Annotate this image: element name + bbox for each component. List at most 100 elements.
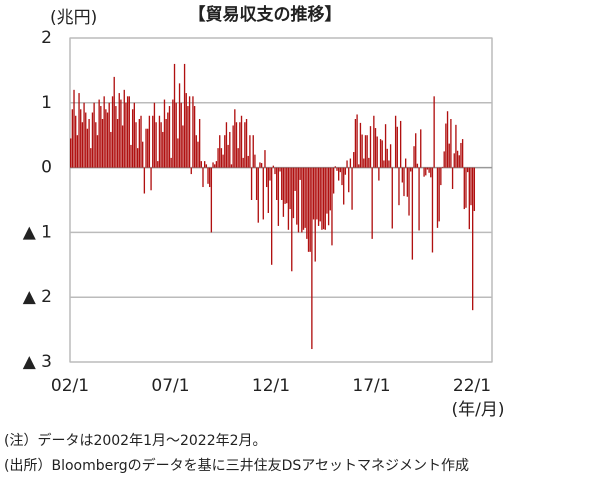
bar [466,167,469,173]
bar [88,119,90,168]
bar [309,167,311,252]
bar [274,167,276,175]
bar [235,122,238,168]
bar [456,150,459,168]
bar [240,115,243,168]
bar [418,167,420,231]
bar [410,167,412,172]
x-tick-label: 17/1 [352,376,390,396]
bar [371,167,373,239]
bar [436,167,439,228]
bar [167,112,169,168]
bar [177,138,179,168]
bar [212,162,214,168]
bar [470,167,472,206]
bar [468,167,470,230]
bar [93,102,95,168]
bar [90,148,92,168]
bar [150,167,152,191]
bar [332,167,335,194]
bar [234,109,236,168]
bar [344,167,347,175]
bar [316,167,318,220]
bar [183,63,186,168]
bar [455,124,457,168]
bar [220,148,223,168]
bar [322,167,325,230]
bar [106,112,109,168]
bar [70,138,72,168]
bar [415,133,417,168]
bar [75,115,77,168]
bar [145,128,147,168]
bar [281,167,283,200]
bar [416,163,419,168]
bar [101,119,104,168]
bar [265,167,268,188]
bar [286,167,288,204]
bar [336,167,338,171]
bar [353,152,355,168]
bar [428,167,430,173]
bar [319,167,321,222]
bar [80,109,82,168]
bar [153,102,156,168]
bar [222,154,224,168]
x-tick-label: 07/1 [151,376,189,396]
bar [86,128,89,168]
bar [396,126,398,168]
bar [403,167,405,197]
bar [121,125,124,168]
bar [214,164,216,168]
bar [292,167,295,219]
bar [85,112,87,168]
bar [163,99,166,168]
bar [190,167,192,175]
bar [175,102,177,168]
bar [162,131,164,168]
bar [209,167,211,188]
bar [125,102,127,168]
bar [137,148,139,168]
bar [173,63,176,168]
bar [98,99,100,168]
bar [264,150,266,168]
bar [284,167,286,204]
bar [257,167,259,223]
y-tick-label: 2 [41,28,52,48]
bar [229,131,231,168]
bar [115,106,117,168]
bar [405,158,407,168]
bar [148,115,151,168]
y-tick-label: ▲ 2 [23,287,52,307]
bar [254,154,256,168]
bar [170,157,172,168]
bar [354,119,357,168]
bar [204,161,206,168]
bar [301,167,303,233]
bar [188,96,191,168]
bar [187,106,189,168]
bar [123,89,125,168]
bar [133,102,135,168]
x-unit: (年/月) [452,400,505,420]
bar [369,126,372,168]
bar [351,167,353,210]
bar [433,96,435,168]
bar [277,167,280,226]
bar [157,161,159,168]
bar [461,139,464,168]
bar [111,96,114,168]
bar [95,122,97,168]
bar [391,167,393,229]
bar [451,167,454,189]
bar [314,167,316,262]
bar [423,167,425,177]
bar [224,135,226,168]
bar [197,141,199,168]
bar [363,158,365,168]
bar [247,155,249,168]
bar [426,167,429,170]
bar [306,167,308,239]
